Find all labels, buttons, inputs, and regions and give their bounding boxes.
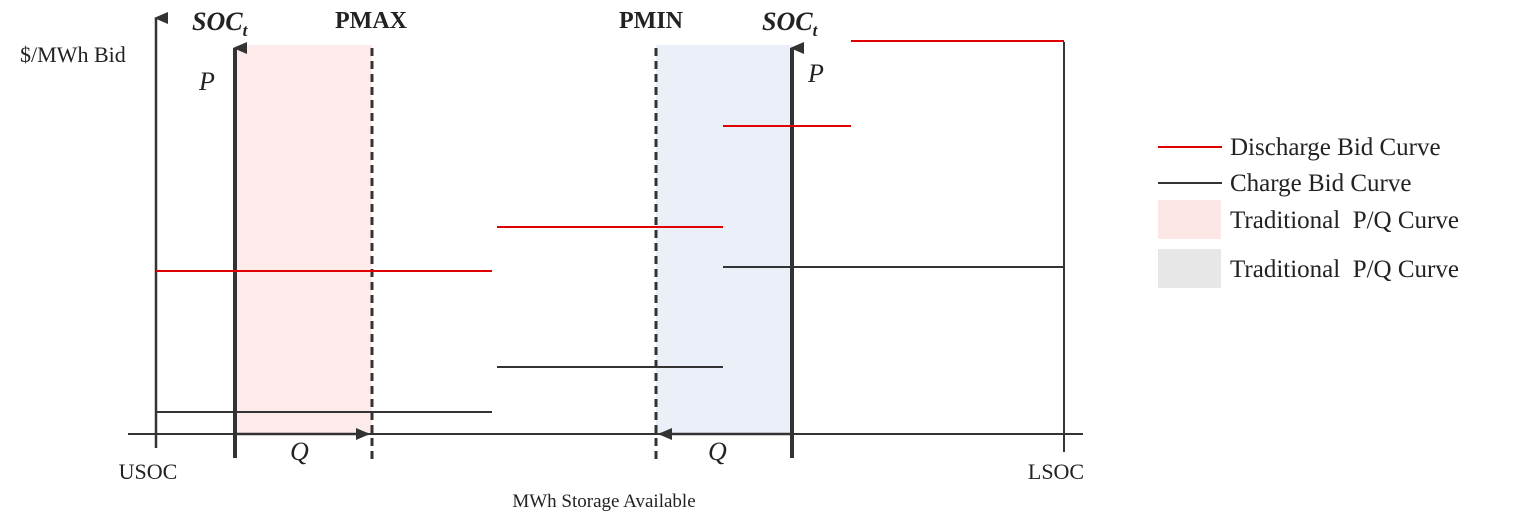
legend-charge-label: Charge Bid Curve [1230, 170, 1411, 197]
lsoc-label: LSOC [1028, 459, 1084, 484]
q-right-label: Q [708, 437, 727, 466]
legend-gray-swatch [1158, 249, 1221, 288]
p-right-label: P [807, 59, 824, 88]
pmin-label: PMIN [619, 8, 684, 34]
legend-pink-swatch [1158, 200, 1221, 239]
legend-traditional-label-2: Traditional P/Q Curve [1230, 256, 1459, 283]
p-left-label: P [198, 67, 215, 96]
soc-right-label: SOCt [762, 7, 819, 40]
x-axis-label: MWh Storage Available [512, 491, 695, 512]
legend: Discharge Bid Curve Charge Bid Curve Tra… [1158, 134, 1459, 288]
soc-left-label: SOCt [192, 7, 249, 40]
legend-traditional-label-1: Traditional P/Q Curve [1230, 207, 1459, 234]
q-left-label: Q [290, 437, 309, 466]
pmin-region [656, 45, 792, 435]
y-axis-label: $/MWh Bid [20, 42, 126, 67]
usoc-label: USOC [119, 459, 178, 484]
pmax-label: PMAX [335, 8, 408, 34]
legend-discharge-label: Discharge Bid Curve [1230, 134, 1441, 161]
pmax-region [235, 45, 372, 435]
